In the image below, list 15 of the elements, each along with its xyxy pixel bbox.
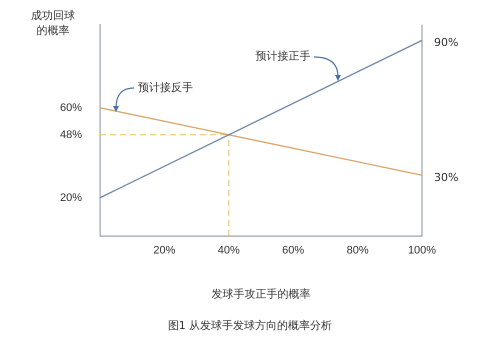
caption: 图1 从发球手发球方向的概率分析 bbox=[166, 318, 334, 333]
annotation: 预计接正手 bbox=[255, 50, 310, 63]
annotation: 预计接反手 bbox=[138, 81, 194, 94]
x-tick-label: 100% bbox=[408, 244, 436, 257]
x-tick-label: 60% bbox=[282, 244, 304, 257]
annotation: 90% bbox=[434, 36, 458, 50]
x-axis-title: 发球手攻正手的概率 bbox=[212, 287, 310, 300]
y-axis-title: 成功回球的概率 bbox=[30, 8, 76, 38]
x-tick-label: 40% bbox=[218, 244, 240, 257]
y-tick-label: 20% bbox=[60, 192, 82, 204]
y-tick-label: 48% bbox=[60, 128, 82, 141]
annotation: 30% bbox=[434, 171, 458, 184]
x-tick-label: 20% bbox=[153, 244, 176, 257]
x-tick-label: 80% bbox=[346, 244, 369, 257]
y-tick-label: 60% bbox=[60, 102, 82, 114]
